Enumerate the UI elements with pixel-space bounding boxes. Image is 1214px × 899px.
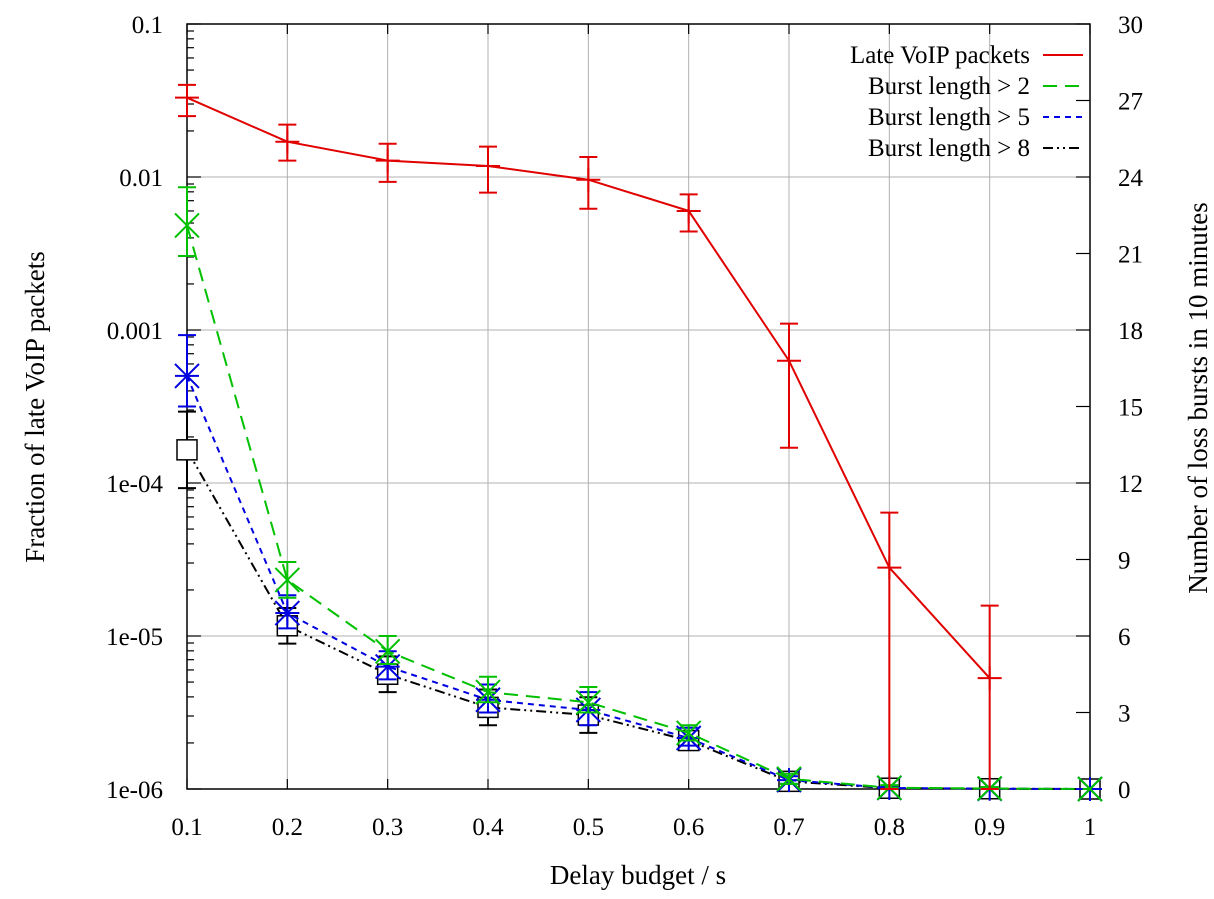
- x-tick-label: 0.3: [372, 814, 403, 841]
- series-line: [186, 449, 1091, 790]
- legend-entry: Burst length > 2: [868, 73, 1083, 100]
- point-marker: [176, 439, 198, 461]
- series-burst-length-8: [176, 410, 1101, 800]
- marker-stroke: [575, 689, 602, 716]
- x-tick-label: 0.4: [472, 814, 504, 841]
- point-marker: [476, 154, 500, 179]
- point-marker: [175, 85, 199, 110]
- x-tick-label: 0.2: [272, 814, 303, 841]
- tick-labels: 0.1 0.2 0.3 0.4 0.5 0.6 0.7 0.8 0.9 1 1e-06 1e-05 1e…: [106, 12, 1143, 841]
- legend-entry: Burst length > 5: [868, 104, 1083, 131]
- legend: Late VoIP packets Burst length > 2 Burst l…: [850, 42, 1083, 162]
- legend-entry: Burst length > 8: [868, 135, 1083, 162]
- marker-stroke: [475, 679, 501, 705]
- y-left-axis-label: Fraction of late VoIP packets: [20, 251, 50, 562]
- y-right-tick-label: 27: [1118, 89, 1143, 116]
- x-tick-label: 0.5: [573, 814, 604, 841]
- error-bar: [479, 675, 497, 704]
- y-left-tick-label: 0.01: [119, 165, 163, 192]
- y-left-tick-label: 0.1: [132, 12, 163, 39]
- series-line: [186, 225, 1091, 790]
- y-right-tick-label: 3: [1118, 701, 1131, 728]
- y-left-tick-label: 0.001: [107, 318, 163, 345]
- x-tick-label: 0.7: [773, 814, 804, 841]
- y-right-tick-label: 15: [1118, 395, 1143, 422]
- point-marker: [174, 212, 200, 239]
- error-bar: [178, 186, 196, 258]
- legend-entry: Late VoIP packets: [850, 42, 1083, 69]
- marker-stroke: [274, 567, 301, 593]
- point-marker: [275, 129, 300, 154]
- point-marker: [475, 679, 501, 705]
- point-marker: [374, 638, 401, 665]
- error-bar: [980, 604, 999, 790]
- marker-stroke: [174, 212, 200, 239]
- x-tick-label: 0.1: [171, 814, 202, 841]
- y-right-tick-label: 30: [1118, 12, 1143, 39]
- point-marker: [877, 555, 902, 580]
- legend-label: Late VoIP packets: [850, 42, 1030, 69]
- y-right-tick-label: 12: [1118, 471, 1143, 498]
- point-marker: [575, 689, 602, 716]
- point-marker: [675, 720, 702, 746]
- y-left-tick-label: 1e-05: [106, 624, 163, 651]
- point-marker: [676, 198, 701, 223]
- y-right-tick-label: 9: [1118, 548, 1131, 575]
- error-bar: [780, 322, 798, 449]
- point-marker: [274, 600, 301, 626]
- y-left-tick-label: 1e-06: [106, 777, 163, 804]
- marker-stroke: [374, 638, 401, 665]
- y-right-tick-label: 6: [1118, 624, 1131, 651]
- series-late-voip-packets: [175, 83, 1002, 790]
- x-tick-label: 0.8: [874, 814, 905, 841]
- point-marker: [777, 348, 801, 373]
- point-marker: [174, 363, 200, 389]
- series-burst-length-5: [174, 334, 1103, 802]
- series-layer: [174, 83, 1103, 802]
- y-right-tick-label: 21: [1118, 242, 1143, 269]
- y-left-tick-label: 1e-04: [106, 471, 163, 498]
- legend-label: Burst length > 5: [868, 104, 1030, 131]
- marker-square: [176, 439, 198, 461]
- x-tick-label: 1: [1084, 814, 1097, 841]
- x-tick-label: 0.9: [974, 814, 1005, 841]
- legend-label: Burst length > 2: [868, 73, 1030, 100]
- series-burst-length-2: [174, 186, 1103, 802]
- point-marker: [776, 766, 802, 792]
- legend-label: Burst length > 8: [868, 135, 1030, 162]
- series-line: [186, 375, 1091, 790]
- point-marker: [576, 167, 601, 192]
- point-marker: [1077, 776, 1103, 802]
- point-marker: [274, 567, 301, 593]
- y-right-axis-label: Number of loss bursts in 10 minutes: [1183, 202, 1213, 594]
- x-tick-label: 0.6: [673, 814, 704, 841]
- marker-stroke: [776, 766, 802, 792]
- y-right-tick-label: 18: [1118, 318, 1143, 345]
- point-marker: [977, 666, 1002, 691]
- y-right-tick-label: 24: [1118, 165, 1144, 192]
- point-marker: [375, 148, 400, 173]
- y-right-tick-label: 0: [1118, 777, 1131, 804]
- marker-stroke: [675, 720, 702, 746]
- error-bar: [579, 686, 598, 714]
- x-axis-label: Delay budget / s: [550, 860, 726, 890]
- marker-stroke: [1077, 776, 1103, 802]
